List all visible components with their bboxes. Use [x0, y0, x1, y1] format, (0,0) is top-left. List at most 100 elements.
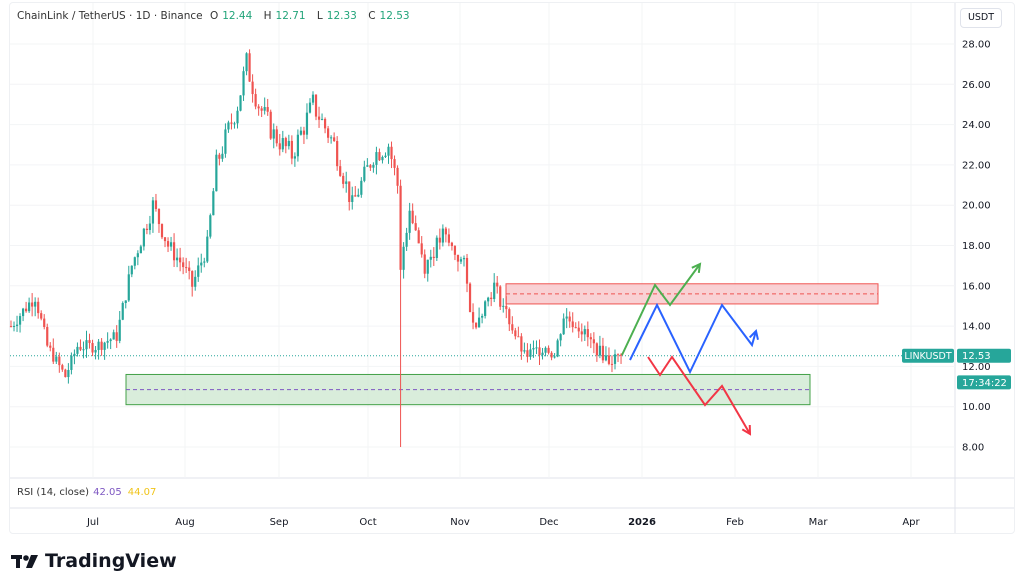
candle: [598, 335, 601, 359]
candle-body: [218, 154, 221, 159]
candle: [550, 351, 553, 361]
candle-body: [568, 316, 571, 322]
symbol-title[interactable]: ChainLink / TetherUS · 1D · Binance: [17, 10, 203, 22]
candle-body: [67, 369, 70, 378]
candle-body: [182, 262, 185, 268]
candle-body: [31, 302, 34, 307]
candle-body: [496, 282, 499, 287]
range-scenario-arrow-head: [748, 328, 759, 340]
candle: [390, 141, 393, 169]
candle: [37, 297, 40, 319]
candle: [142, 227, 145, 251]
candle: [417, 227, 420, 244]
candle: [130, 265, 133, 278]
candle-body: [18, 316, 22, 325]
candle-body: [133, 257, 136, 266]
candle: [562, 313, 565, 335]
candle-body: [384, 155, 387, 157]
candle-body: [616, 354, 620, 356]
candle: [333, 132, 336, 142]
candle-body: [330, 137, 333, 139]
x-tick-label: Oct: [359, 517, 376, 528]
candle: [508, 307, 511, 332]
candle-body: [526, 350, 529, 357]
candle-body: [589, 337, 592, 340]
candle-body: [468, 283, 472, 313]
candle-body: [160, 224, 164, 238]
candle-body: [254, 94, 257, 107]
candle: [296, 129, 299, 162]
rsi-label[interactable]: RSI (14, close): [17, 487, 90, 498]
candle: [18, 313, 22, 333]
low-label: L: [316, 10, 323, 22]
candle: [613, 349, 617, 370]
candle: [592, 332, 595, 354]
candle: [456, 254, 460, 272]
candle: [589, 333, 592, 349]
candle-body: [91, 343, 94, 353]
candle-body: [136, 253, 139, 258]
candle-body: [209, 215, 212, 237]
candle-body: [203, 261, 206, 263]
candle-body: [242, 71, 245, 96]
tradingview-logo-icon: [11, 555, 38, 568]
candle-body: [40, 313, 43, 319]
candle: [468, 282, 472, 313]
candle: [586, 321, 589, 347]
candle-body: [21, 308, 25, 317]
x-tick-label: Dec: [539, 517, 558, 528]
candle-body: [547, 347, 550, 353]
candle: [496, 275, 499, 294]
candle: [607, 347, 611, 366]
candle-body: [185, 267, 188, 269]
candle: [465, 253, 469, 293]
candle-body: [601, 345, 605, 361]
y-tick-label: 14.00: [962, 322, 991, 333]
x-tick-label: Jul: [86, 517, 99, 528]
candle-body: [619, 354, 623, 356]
candle: [499, 285, 502, 311]
candle: [260, 106, 263, 118]
candle: [414, 215, 417, 231]
candle-body: [444, 228, 447, 235]
y-tick-label: 8.00: [962, 443, 984, 454]
currency-button[interactable]: USDT: [960, 8, 1002, 28]
candle: [450, 241, 454, 251]
candle: [342, 172, 345, 189]
candle-body: [106, 341, 109, 343]
candle-body: [82, 349, 85, 351]
candle-body: [46, 326, 49, 346]
candle-body: [266, 107, 269, 112]
candle-body: [79, 346, 82, 350]
candle-body: [532, 348, 535, 350]
candle-body: [369, 165, 372, 168]
candle: [188, 261, 191, 280]
candle: [375, 146, 378, 175]
candle-body: [423, 254, 426, 274]
candle-body: [438, 237, 441, 243]
candle: [580, 323, 583, 342]
candle-body: [529, 349, 532, 357]
candle: [471, 303, 475, 330]
candle: [514, 327, 517, 340]
candle-body: [426, 259, 429, 274]
candle-body: [408, 210, 411, 233]
candle: [58, 352, 61, 373]
candle-body: [375, 152, 378, 165]
x-tick-label: Mar: [809, 517, 829, 528]
candle-body: [487, 297, 490, 302]
candle-body: [538, 347, 541, 356]
candle-body: [239, 95, 242, 111]
candle-body: [109, 339, 112, 342]
tradingview-logo[interactable]: TradingView: [11, 550, 177, 572]
candle-body: [323, 118, 327, 129]
candle-body: [508, 309, 511, 325]
candle: [305, 103, 309, 140]
candle: [559, 333, 562, 347]
candle-body: [290, 140, 293, 159]
candle-body: [287, 140, 290, 147]
candle-body: [172, 242, 176, 261]
candle-body: [327, 128, 330, 138]
y-tick-label: 10.00: [962, 402, 991, 413]
